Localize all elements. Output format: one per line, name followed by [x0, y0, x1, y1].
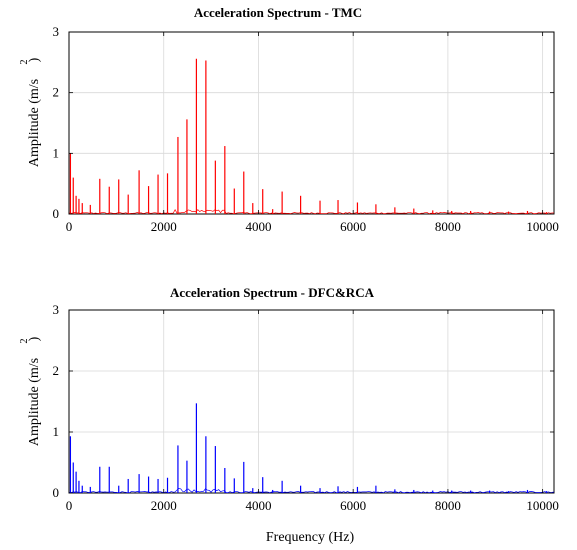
- y-tick-label: 1: [53, 145, 60, 160]
- series-dfc: [68, 403, 555, 494]
- x-tick-label: 6000: [340, 219, 366, 234]
- y-ticks-tmc: 0 1 2 3: [53, 24, 554, 221]
- y-tick-label: 1: [53, 424, 60, 439]
- x-tick-label: 2000: [151, 219, 177, 234]
- chart-title-tmc: Acceleration Spectrum - TMC: [194, 5, 362, 20]
- spectrum-noise-floor: [68, 487, 555, 494]
- x-ticks-tmc: 0 2000 4000 6000 8000 10000: [66, 32, 559, 234]
- y-tick-label: 0: [53, 485, 60, 500]
- spectrum-noise-floor: [68, 209, 555, 215]
- x-tick-label: 0: [66, 498, 73, 513]
- y-axis-label-sup-tmc: 2: [19, 60, 30, 65]
- y-tick-label: 3: [53, 24, 60, 39]
- x-axis-label: Frequency (Hz): [266, 530, 355, 545]
- y-ticks-dfc: 0 1 2 3: [53, 302, 554, 500]
- x-tick-label: 0: [66, 219, 73, 234]
- subplot-dfc: Acceleration Spectrum - DFC&RCA 0 2000 400…: [19, 285, 559, 545]
- y-tick-label: 2: [53, 85, 60, 100]
- y-tick-label: 3: [53, 302, 60, 317]
- y-tick-label: 2: [53, 363, 60, 378]
- y-axis-label-dfc: Amplitude (m/s 2 ): [19, 336, 42, 446]
- y-axis-label-text-tmc: Amplitude (m/s: [27, 79, 42, 167]
- subplot-tmc: Acceleration Spectrum - TMC 0 2000 4000 600…: [19, 5, 559, 234]
- y-axis-label-close-dfc: ): [27, 336, 42, 341]
- grid-dfc: [69, 310, 554, 493]
- x-tick-label: 10000: [526, 498, 559, 513]
- grid-tmc: [69, 32, 554, 214]
- series-tmc: [68, 58, 555, 215]
- x-tick-label: 8000: [435, 219, 461, 234]
- x-tick-label: 4000: [245, 498, 271, 513]
- x-tick-label: 4000: [245, 219, 271, 234]
- y-axis-label-tmc: Amplitude (m/s 2 ): [19, 57, 42, 167]
- x-tick-label: 8000: [435, 498, 461, 513]
- y-axis-label-close-tmc: ): [27, 57, 42, 62]
- plot-area-dfc: [68, 309, 555, 494]
- x-tick-label: 2000: [151, 498, 177, 513]
- y-tick-label: 0: [53, 206, 60, 221]
- x-ticks-dfc: 0 2000 4000 6000 8000 10000: [66, 310, 559, 513]
- y-axis-label-text-dfc: Amplitude (m/s: [27, 358, 42, 446]
- plot-area-tmc: [68, 31, 555, 215]
- x-tick-label: 10000: [526, 219, 559, 234]
- y-axis-label-sup-dfc: 2: [19, 339, 30, 344]
- chart-title-dfc: Acceleration Spectrum - DFC&RCA: [170, 285, 375, 300]
- x-tick-label: 6000: [340, 498, 366, 513]
